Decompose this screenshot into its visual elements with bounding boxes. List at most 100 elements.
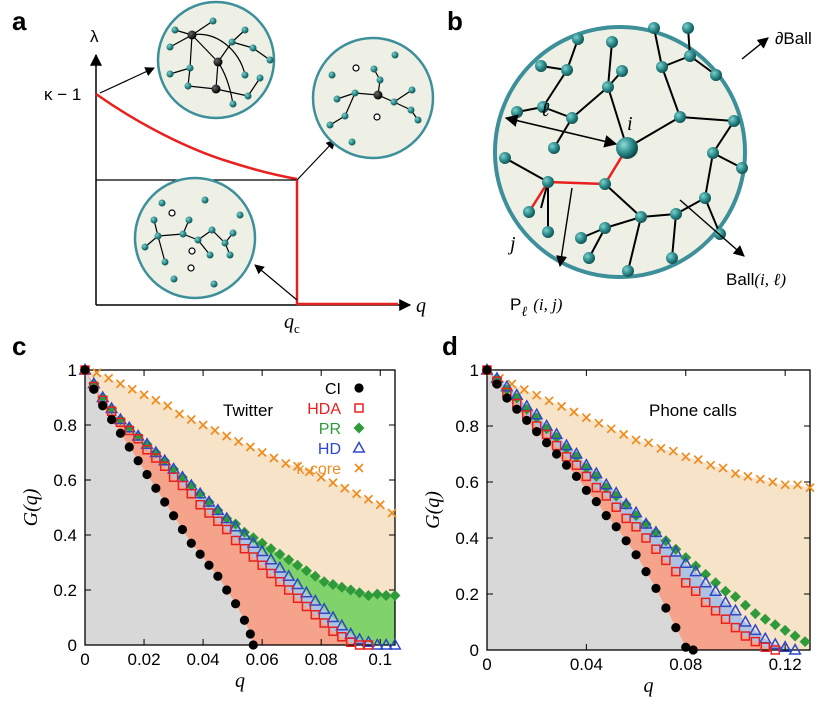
panel-a-lambda-curve [95,92,298,181]
chart-c: 0 0.02 0.04 0.06 0.08 0.1 0 0.2 0.4 0.6 0.8 1 q G(q) T… [20,361,402,692]
panel-a-xlabel: q [416,295,426,317]
plot-frame [486,369,811,651]
data-point-kcore [693,454,703,465]
data-point-pr [789,630,801,642]
data-point-pr [212,504,224,516]
legend-label: PR [319,421,341,438]
data-point-kcore [768,477,778,487]
panel-c-label: c [12,331,26,361]
data-point-hd [609,486,623,498]
data-point-kcore [594,418,604,428]
data-point-ci [124,442,134,452]
data-point-kcore [352,489,362,499]
data-point-kcore [581,412,591,423]
fill-regions [85,370,395,645]
data-point-pr [283,554,295,566]
chart-title: Phone calls [649,401,737,420]
data-point-hd [282,569,296,581]
data-point-ci [512,404,522,414]
panel-d-label: d [442,331,458,361]
data-point-kcore [245,442,255,452]
data-point-kcore [92,368,102,378]
data-point-ci [532,427,542,437]
data-point-kcore [340,483,350,493]
plot-frame [84,369,396,646]
y-tick-label: 0 [470,641,479,660]
data-point-ci [651,583,661,594]
x-tick-label: 0.04 [187,650,220,669]
data-point-hd [659,536,673,549]
legend-label: HDA [307,401,341,418]
data-point-ci [688,645,698,655]
data-point-hd [317,602,331,614]
data-point-pr [700,568,712,580]
panel-a-arrow-1 [99,67,155,94]
data-point-hda [266,568,276,579]
data-point-kcore [174,409,185,419]
chart-d: 0 0.04 0.08 0.12 0 0.2 0.4 0.6 0.8 1 q G(q) Phone ca… [422,361,815,697]
panel-a-x-tick-sub: c [294,321,300,336]
data-point-pr [749,608,761,620]
radius-arrow [504,114,618,148]
data-point-hda [310,610,321,620]
data-point-pr [194,488,206,500]
x-tick-label: 0.1 [368,650,392,669]
data-point-ci [89,384,99,394]
data-point-pr [114,414,126,425]
legend-marker [354,403,364,413]
data-point-pr [150,447,162,458]
data-point-hda [168,472,179,482]
data-point-ci [561,460,572,470]
fill-ci-region [487,370,810,650]
data-point-hd [273,560,287,573]
data-point-pr [759,613,771,625]
data-point-hda [354,640,365,650]
data-point-pr [620,498,632,510]
data-point-ci [142,469,152,480]
data-point-hd [158,453,172,466]
data-point-ci [631,550,641,560]
legend-marker [353,422,365,434]
data-point-hda [591,482,602,493]
boundary-label: ∂Ball [775,29,812,48]
data-point-hda [631,522,641,532]
data-point-hd [299,585,314,598]
data-point-pr [799,636,811,648]
radius-label: ℓ [541,99,550,121]
data-point-hd [589,466,603,479]
data-point-pr [710,577,722,589]
data-point-kcore [743,471,753,482]
data-point-hd [140,437,154,449]
data-point-hd [599,477,613,490]
data-point-hd [264,552,278,565]
data-point-hda [363,640,374,650]
y-tick-label: 0.6 [53,471,77,490]
data-point-ci [492,379,502,389]
fill-above-kcore [487,370,810,488]
data-point-hda [186,489,197,499]
data-point-hda [750,636,761,647]
series-kcore [80,365,397,518]
data-point-ci [591,497,601,507]
data-point-hda [239,544,250,554]
data-point-hd [699,575,713,588]
data-point-kcore [316,472,326,482]
data-point-hda [661,555,671,566]
data-point-hda [621,513,631,524]
data-point-hda [740,631,751,641]
path-arrow [555,187,573,268]
data-point-ci [106,414,117,425]
data-point-hd [778,640,792,652]
data-point-kcore [792,480,803,490]
data-point-pr [779,624,791,636]
data-point-pr [300,565,312,577]
data-point-hda [248,552,259,562]
data-point-pr [185,480,197,491]
data-point-pr [256,537,268,549]
data-point-hda [641,533,651,543]
fill-above-kcore [85,370,395,513]
data-point-pr [345,584,357,596]
data-point-hd [679,556,693,568]
data-point-hda [690,586,701,596]
data-point-ci [551,449,562,459]
